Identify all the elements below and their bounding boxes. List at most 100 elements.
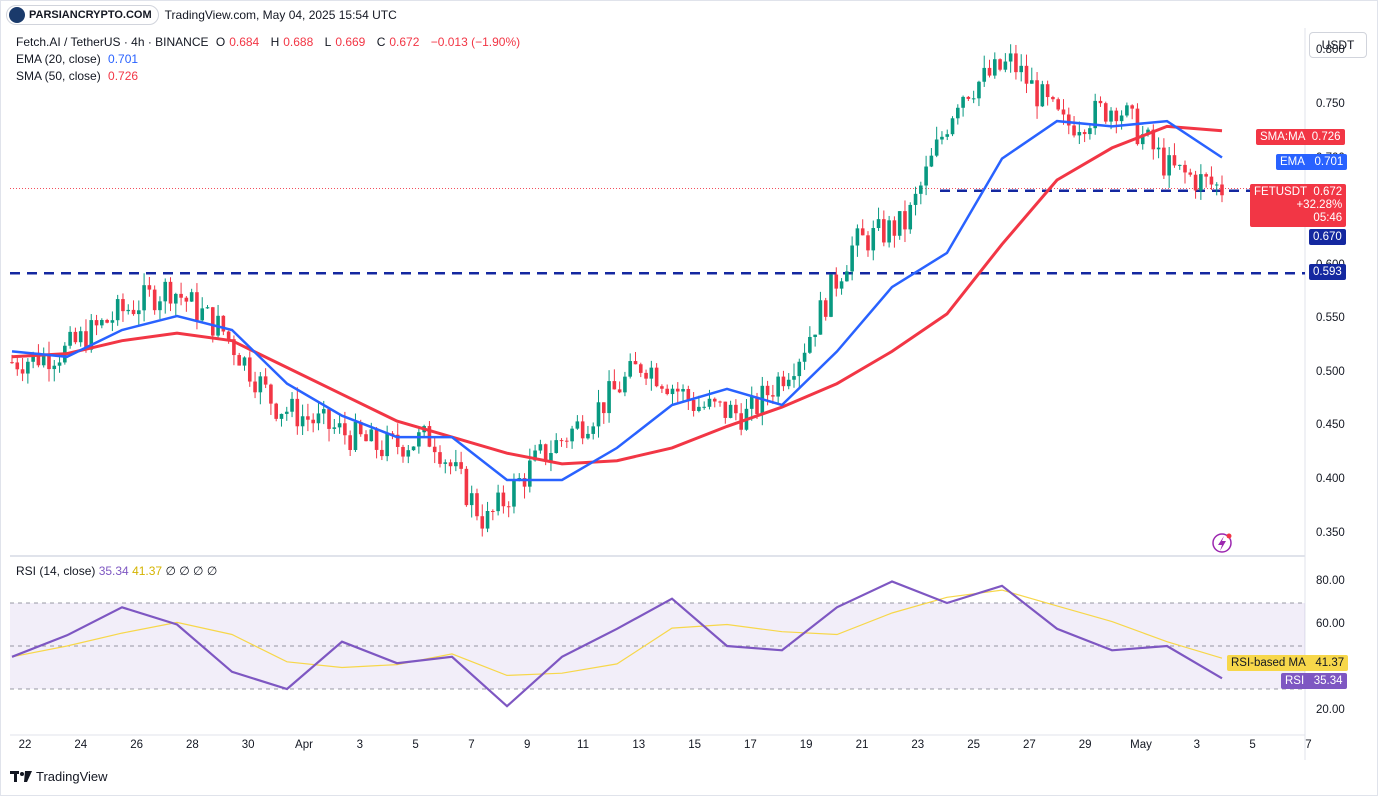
candle-body xyxy=(469,493,474,506)
candle-body xyxy=(137,310,141,315)
candle-body xyxy=(549,453,553,461)
candle-body xyxy=(823,300,828,317)
candle-body xyxy=(36,352,41,366)
candle-body xyxy=(163,281,168,302)
candle-body xyxy=(1035,80,1039,107)
time-tick-label: 29 xyxy=(1078,739,1092,751)
candle-body xyxy=(1029,80,1034,84)
candle-body xyxy=(580,421,585,439)
time-tick-label: 5 xyxy=(412,739,419,751)
time-tick-label: 5 xyxy=(1249,739,1256,751)
currency-unit-button[interactable]: USDT xyxy=(1309,32,1367,58)
candle-body xyxy=(644,372,648,379)
ema20-line xyxy=(11,119,1223,482)
candle-body xyxy=(237,355,242,366)
sma-price-tag: SMA:MA 0.726 xyxy=(1256,129,1345,145)
candle-body xyxy=(454,462,458,467)
candle-body xyxy=(10,362,14,364)
time-tick-label: Apr xyxy=(295,739,313,751)
time-tick-label: 9 xyxy=(523,739,531,751)
price-tick-label: 0.800 xyxy=(1316,44,1345,57)
candle-body xyxy=(903,211,907,230)
ema-legend[interactable]: EMA (20, close) 0.701 xyxy=(16,52,142,66)
candle-body xyxy=(1140,134,1145,145)
candle-body xyxy=(274,403,278,419)
candle-body xyxy=(195,292,199,321)
candle-body xyxy=(41,353,46,366)
price-tick-label: 0.400 xyxy=(1316,473,1345,485)
candle-body xyxy=(1167,155,1171,176)
rsi-legend[interactable]: RSI (14, close) 35.34 41.37 ∅ ∅ ∅ ∅ xyxy=(16,564,217,578)
symbol-legend[interactable]: Fetch.AI / TetherUS · 4h · BINANCE O 0.68… xyxy=(16,35,524,49)
candle-body xyxy=(68,331,72,346)
rsi-tick-label: 20.00 xyxy=(1316,703,1345,716)
brand-badge-text: PARSIANCRYPTO.COM xyxy=(29,9,152,21)
candle-body xyxy=(1072,125,1076,136)
candle-body xyxy=(686,388,691,400)
candle-body xyxy=(152,289,157,311)
sma-legend[interactable]: SMA (50, close) 0.726 xyxy=(16,69,142,83)
candle-body xyxy=(179,293,183,298)
candle-body xyxy=(290,398,294,412)
rsi-label: RSI (14, close) xyxy=(16,564,96,578)
candle-body xyxy=(929,155,934,167)
rsi-tag: RSI 35.34 xyxy=(1281,673,1347,689)
candle-body xyxy=(184,297,189,302)
tradingview-logo-icon xyxy=(10,770,32,782)
ohlc-h: H 0.688 xyxy=(270,35,314,49)
time-tick-label: 27 xyxy=(1022,739,1036,751)
candle-body xyxy=(559,440,564,442)
time-tick-label: 23 xyxy=(911,739,925,751)
ohlc-l: L 0.669 xyxy=(324,35,366,49)
candle-body xyxy=(1177,164,1182,166)
candle-body xyxy=(332,427,337,429)
candle-body xyxy=(1056,99,1061,110)
candle-body xyxy=(1098,100,1103,104)
price-tick-label: 0.500 xyxy=(1316,365,1345,378)
candle-body xyxy=(855,228,860,246)
candle-body xyxy=(1214,184,1219,186)
candle-body xyxy=(797,361,802,377)
candle-body xyxy=(1125,105,1129,116)
candle-body xyxy=(792,376,796,380)
candle-body xyxy=(369,429,374,442)
candle-body xyxy=(226,331,231,340)
candle-body xyxy=(100,319,104,326)
candle-body xyxy=(945,134,950,137)
candle-body xyxy=(1146,129,1150,135)
candle-body xyxy=(459,462,463,469)
candle-body xyxy=(565,440,569,442)
candle-body xyxy=(522,478,527,487)
time-tick-label: 7 xyxy=(1305,739,1312,751)
candle-body xyxy=(628,361,633,377)
candle-body xyxy=(475,493,479,517)
candle-body xyxy=(665,388,669,395)
candle-body xyxy=(321,409,326,414)
candle-body xyxy=(1188,172,1193,175)
footer: TradingView xyxy=(10,769,108,784)
candle-body xyxy=(786,379,791,387)
candle-body xyxy=(15,362,20,370)
candle-body xyxy=(284,411,289,414)
candle-body xyxy=(501,492,506,507)
time-tick-label: 15 xyxy=(688,739,701,751)
candle-body xyxy=(712,398,717,402)
candle-body xyxy=(1119,115,1124,122)
candle-body xyxy=(496,492,500,512)
candle-body xyxy=(364,434,368,442)
time-tick-label: May xyxy=(1130,739,1152,751)
candle-body xyxy=(1061,109,1066,115)
candle-body xyxy=(718,401,722,403)
rsi-tick-label: 60.00 xyxy=(1316,617,1345,630)
price-tick-label: 0.450 xyxy=(1316,419,1345,432)
candle-body xyxy=(897,211,902,236)
lightning-bolt-icon xyxy=(1218,536,1226,551)
candle-body xyxy=(876,219,881,229)
time-tick-label: 24 xyxy=(74,739,88,751)
candle-body xyxy=(411,446,416,451)
rsi-tick-label: 80.00 xyxy=(1316,574,1345,587)
candle-body xyxy=(57,362,62,366)
candle-body xyxy=(734,404,738,414)
candle-body xyxy=(385,433,389,457)
